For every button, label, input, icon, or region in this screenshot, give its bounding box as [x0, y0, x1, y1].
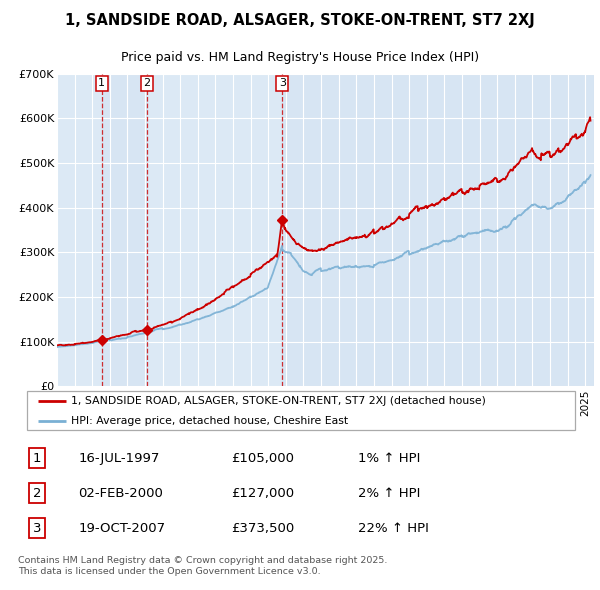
Text: 1: 1 — [32, 452, 41, 465]
Text: 02-FEB-2000: 02-FEB-2000 — [78, 487, 163, 500]
Text: 2: 2 — [32, 487, 41, 500]
Text: Price paid vs. HM Land Registry's House Price Index (HPI): Price paid vs. HM Land Registry's House … — [121, 51, 479, 64]
Text: 1, SANDSIDE ROAD, ALSAGER, STOKE-ON-TRENT, ST7 2XJ (detached house): 1, SANDSIDE ROAD, ALSAGER, STOKE-ON-TREN… — [71, 396, 486, 407]
FancyBboxPatch shape — [27, 391, 575, 430]
Text: 22% ↑ HPI: 22% ↑ HPI — [358, 522, 428, 535]
Text: 1: 1 — [98, 78, 105, 88]
Text: 1% ↑ HPI: 1% ↑ HPI — [358, 452, 420, 465]
Text: £127,000: £127,000 — [231, 487, 294, 500]
Text: 2: 2 — [143, 78, 150, 88]
Text: £373,500: £373,500 — [231, 522, 294, 535]
Text: 1, SANDSIDE ROAD, ALSAGER, STOKE-ON-TRENT, ST7 2XJ: 1, SANDSIDE ROAD, ALSAGER, STOKE-ON-TREN… — [65, 13, 535, 28]
Text: Contains HM Land Registry data © Crown copyright and database right 2025.
This d: Contains HM Land Registry data © Crown c… — [18, 556, 387, 575]
Text: 19-OCT-2007: 19-OCT-2007 — [78, 522, 166, 535]
Text: 3: 3 — [279, 78, 286, 88]
Bar — [102, 74, 146, 386]
Text: 2% ↑ HPI: 2% ↑ HPI — [358, 487, 420, 500]
Text: 16-JUL-1997: 16-JUL-1997 — [78, 452, 160, 465]
Text: £105,000: £105,000 — [231, 452, 294, 465]
Text: 3: 3 — [32, 522, 41, 535]
Bar — [283, 74, 594, 386]
Text: HPI: Average price, detached house, Cheshire East: HPI: Average price, detached house, Ches… — [71, 416, 348, 426]
